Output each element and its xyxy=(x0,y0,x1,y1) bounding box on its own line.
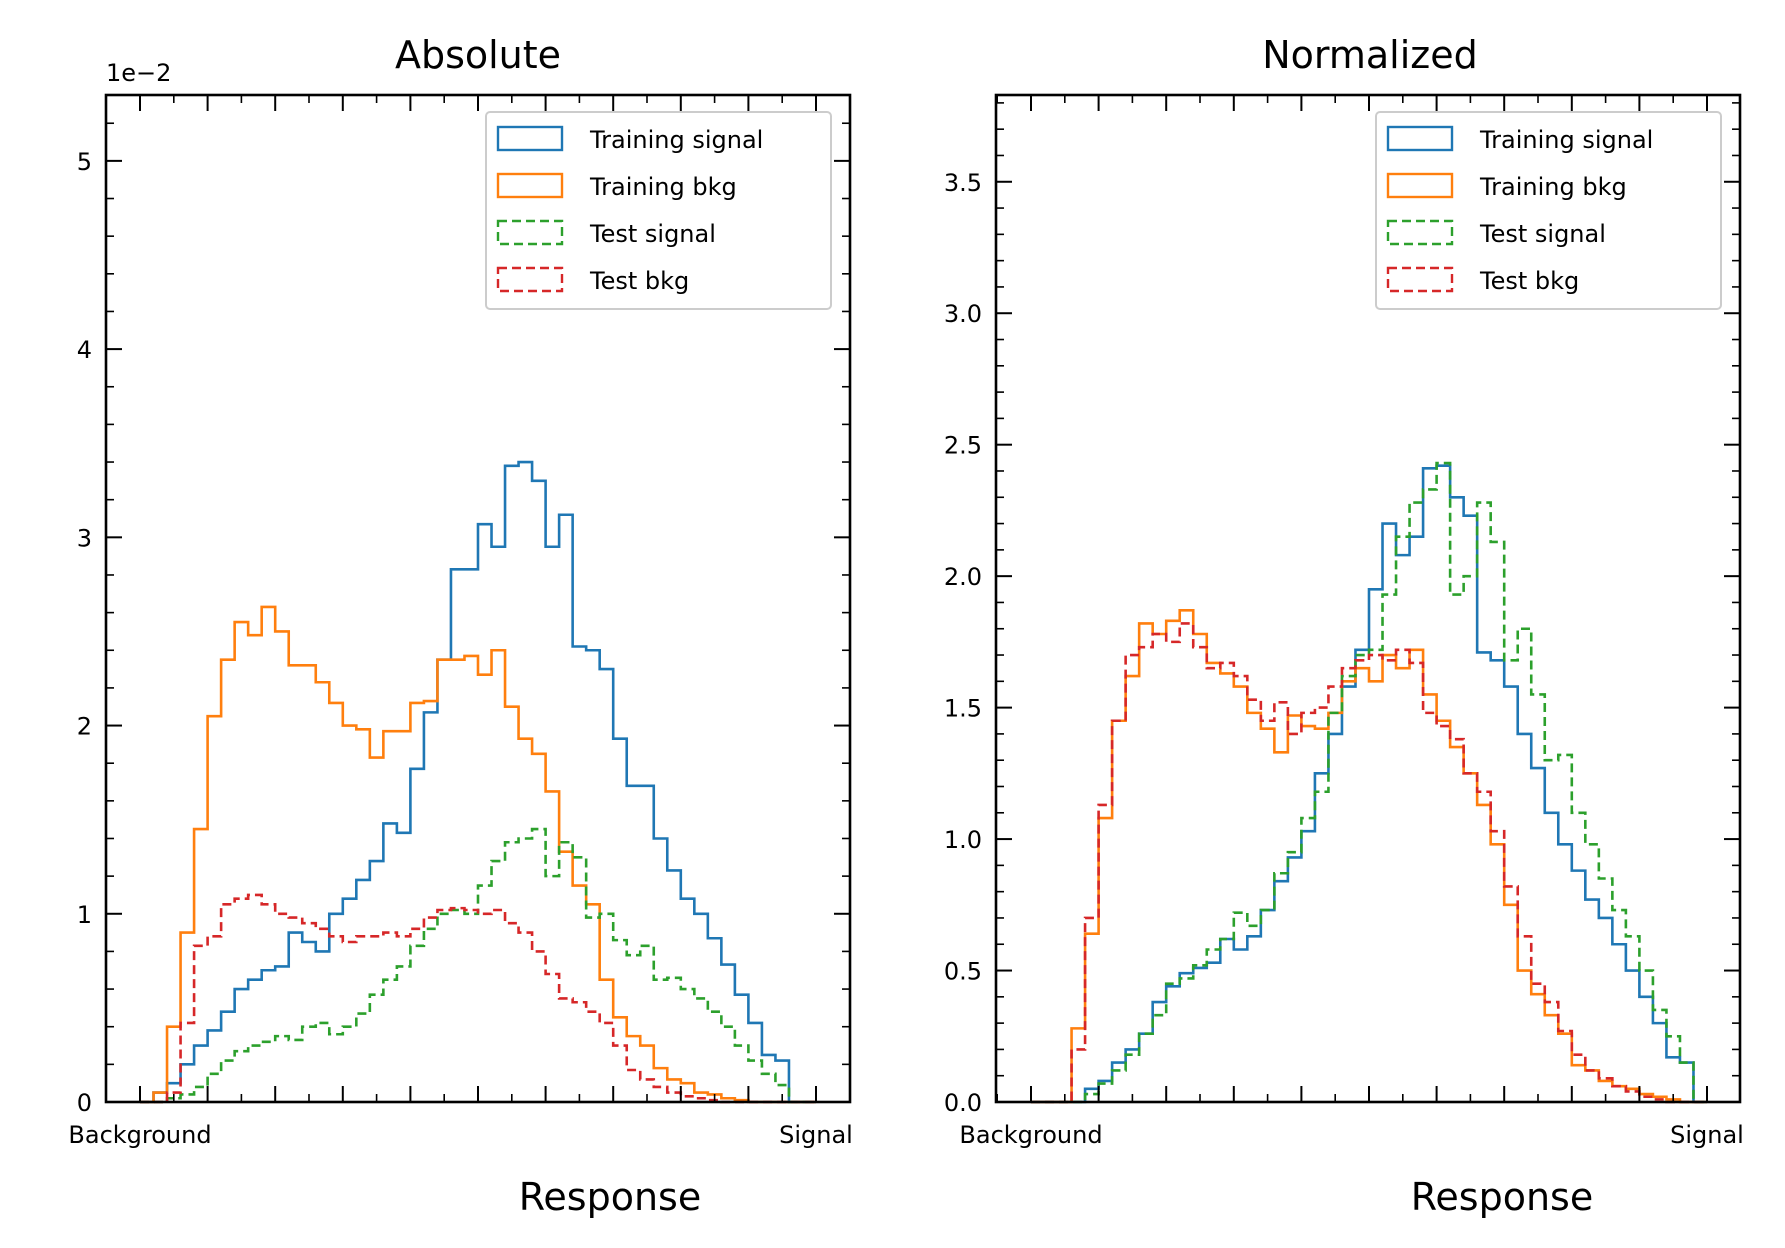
legend-label-training-signal: Training signal xyxy=(589,126,763,154)
series-line-test-bkg xyxy=(1031,622,1707,1104)
legend-swatch-test-bkg xyxy=(1386,266,1454,293)
legend-swatch-test-signal xyxy=(1386,219,1454,246)
x-tick-label-signal: Signal xyxy=(1670,1121,1744,1149)
legend-label-test-bkg: Test bkg xyxy=(1479,267,1579,295)
legend-entry-test-bkg: Test bkg xyxy=(496,266,689,295)
legend-frame xyxy=(1375,111,1722,310)
y-tick-label: 2.5 xyxy=(944,432,982,460)
legend-entry-training-bkg: Training bkg xyxy=(1386,172,1627,201)
legend-swatch-training-bkg xyxy=(1386,172,1454,199)
legend-label-training-bkg: Training bkg xyxy=(1479,173,1627,201)
x-tick-label-signal: Signal xyxy=(779,1121,853,1149)
legend-entry-training-signal: Training signal xyxy=(496,125,763,154)
panel-absolute: Absolute 1e−2 Response Background Signal… xyxy=(68,33,852,1219)
y-tick-label: 5 xyxy=(77,148,92,176)
legend-entry-test-bkg: Test bkg xyxy=(1386,266,1579,295)
legend-swatch-training-bkg xyxy=(496,172,564,199)
legend-swatch-test-bkg xyxy=(496,266,564,293)
y-tick-label: 3 xyxy=(77,524,92,552)
legend-swatch-training-signal xyxy=(1386,125,1454,152)
legend-frame xyxy=(485,111,832,310)
series-line-test-signal xyxy=(1031,461,1707,1104)
plot-area: 0.0 0.5 1.0 1.5 2.0 2.5 3.0 3.5 xyxy=(944,93,1742,1117)
plot-area: 0 1 2 3 4 5 xyxy=(77,93,852,1117)
x-axis-label: Response xyxy=(519,1175,702,1219)
y-tick-label: 0.5 xyxy=(944,958,982,986)
series-line-test-signal xyxy=(140,827,816,1104)
legend-entry-test-signal: Test signal xyxy=(496,219,716,248)
series-line-training-signal xyxy=(140,460,816,1104)
legend-label-test-signal: Test signal xyxy=(589,220,716,248)
series-line-training-bkg xyxy=(140,605,816,1104)
legend-swatch-training-signal xyxy=(496,125,564,152)
panel-title: Absolute xyxy=(395,33,561,77)
y-tick-label: 3.5 xyxy=(944,169,982,197)
legend-label-test-signal: Test signal xyxy=(1479,220,1606,248)
panel-normalized: Normalized Response Background Signal 0.… xyxy=(944,33,1744,1219)
panel-title: Normalized xyxy=(1262,33,1478,77)
y-exponent-label: 1e−2 xyxy=(106,59,171,87)
legend: Training signal Training bkg Test signal… xyxy=(1375,111,1722,310)
y-tick-label: 2.0 xyxy=(944,563,982,591)
y-tick-label: 2 xyxy=(77,713,92,741)
legend-entry-test-signal: Test signal xyxy=(1386,219,1606,248)
y-tick-label: 0.0 xyxy=(944,1089,982,1117)
legend-entry-training-signal: Training signal xyxy=(1386,125,1653,154)
legend-label-test-bkg: Test bkg xyxy=(589,267,689,295)
y-tick-label: 3.0 xyxy=(944,300,982,328)
y-tick-label: 4 xyxy=(77,336,92,364)
y-tick-label: 0 xyxy=(77,1089,92,1117)
legend-label-training-bkg: Training bkg xyxy=(589,173,737,201)
y-tick-label: 1.5 xyxy=(944,695,982,723)
x-tick-label-background: Background xyxy=(68,1121,211,1149)
y-tick-label: 1.0 xyxy=(944,826,982,854)
legend-label-training-signal: Training signal xyxy=(1479,126,1653,154)
y-tick-label: 1 xyxy=(77,901,92,929)
legend: Training signal Training bkg Test signal… xyxy=(485,111,832,310)
series-line-test-bkg xyxy=(140,893,816,1104)
series-line-training-signal xyxy=(1031,464,1707,1104)
x-axis-label: Response xyxy=(1411,1175,1594,1219)
legend-swatch-test-signal xyxy=(496,219,564,246)
legend-entry-training-bkg: Training bkg xyxy=(496,172,737,201)
x-tick-label-background: Background xyxy=(959,1121,1102,1149)
